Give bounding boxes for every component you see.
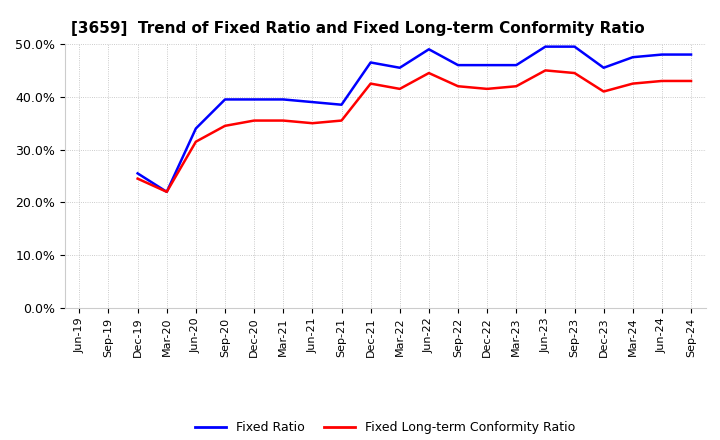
- Legend: Fixed Ratio, Fixed Long-term Conformity Ratio: Fixed Ratio, Fixed Long-term Conformity …: [190, 416, 580, 439]
- Text: [3659]  Trend of Fixed Ratio and Fixed Long-term Conformity Ratio: [3659] Trend of Fixed Ratio and Fixed Lo…: [71, 21, 645, 36]
